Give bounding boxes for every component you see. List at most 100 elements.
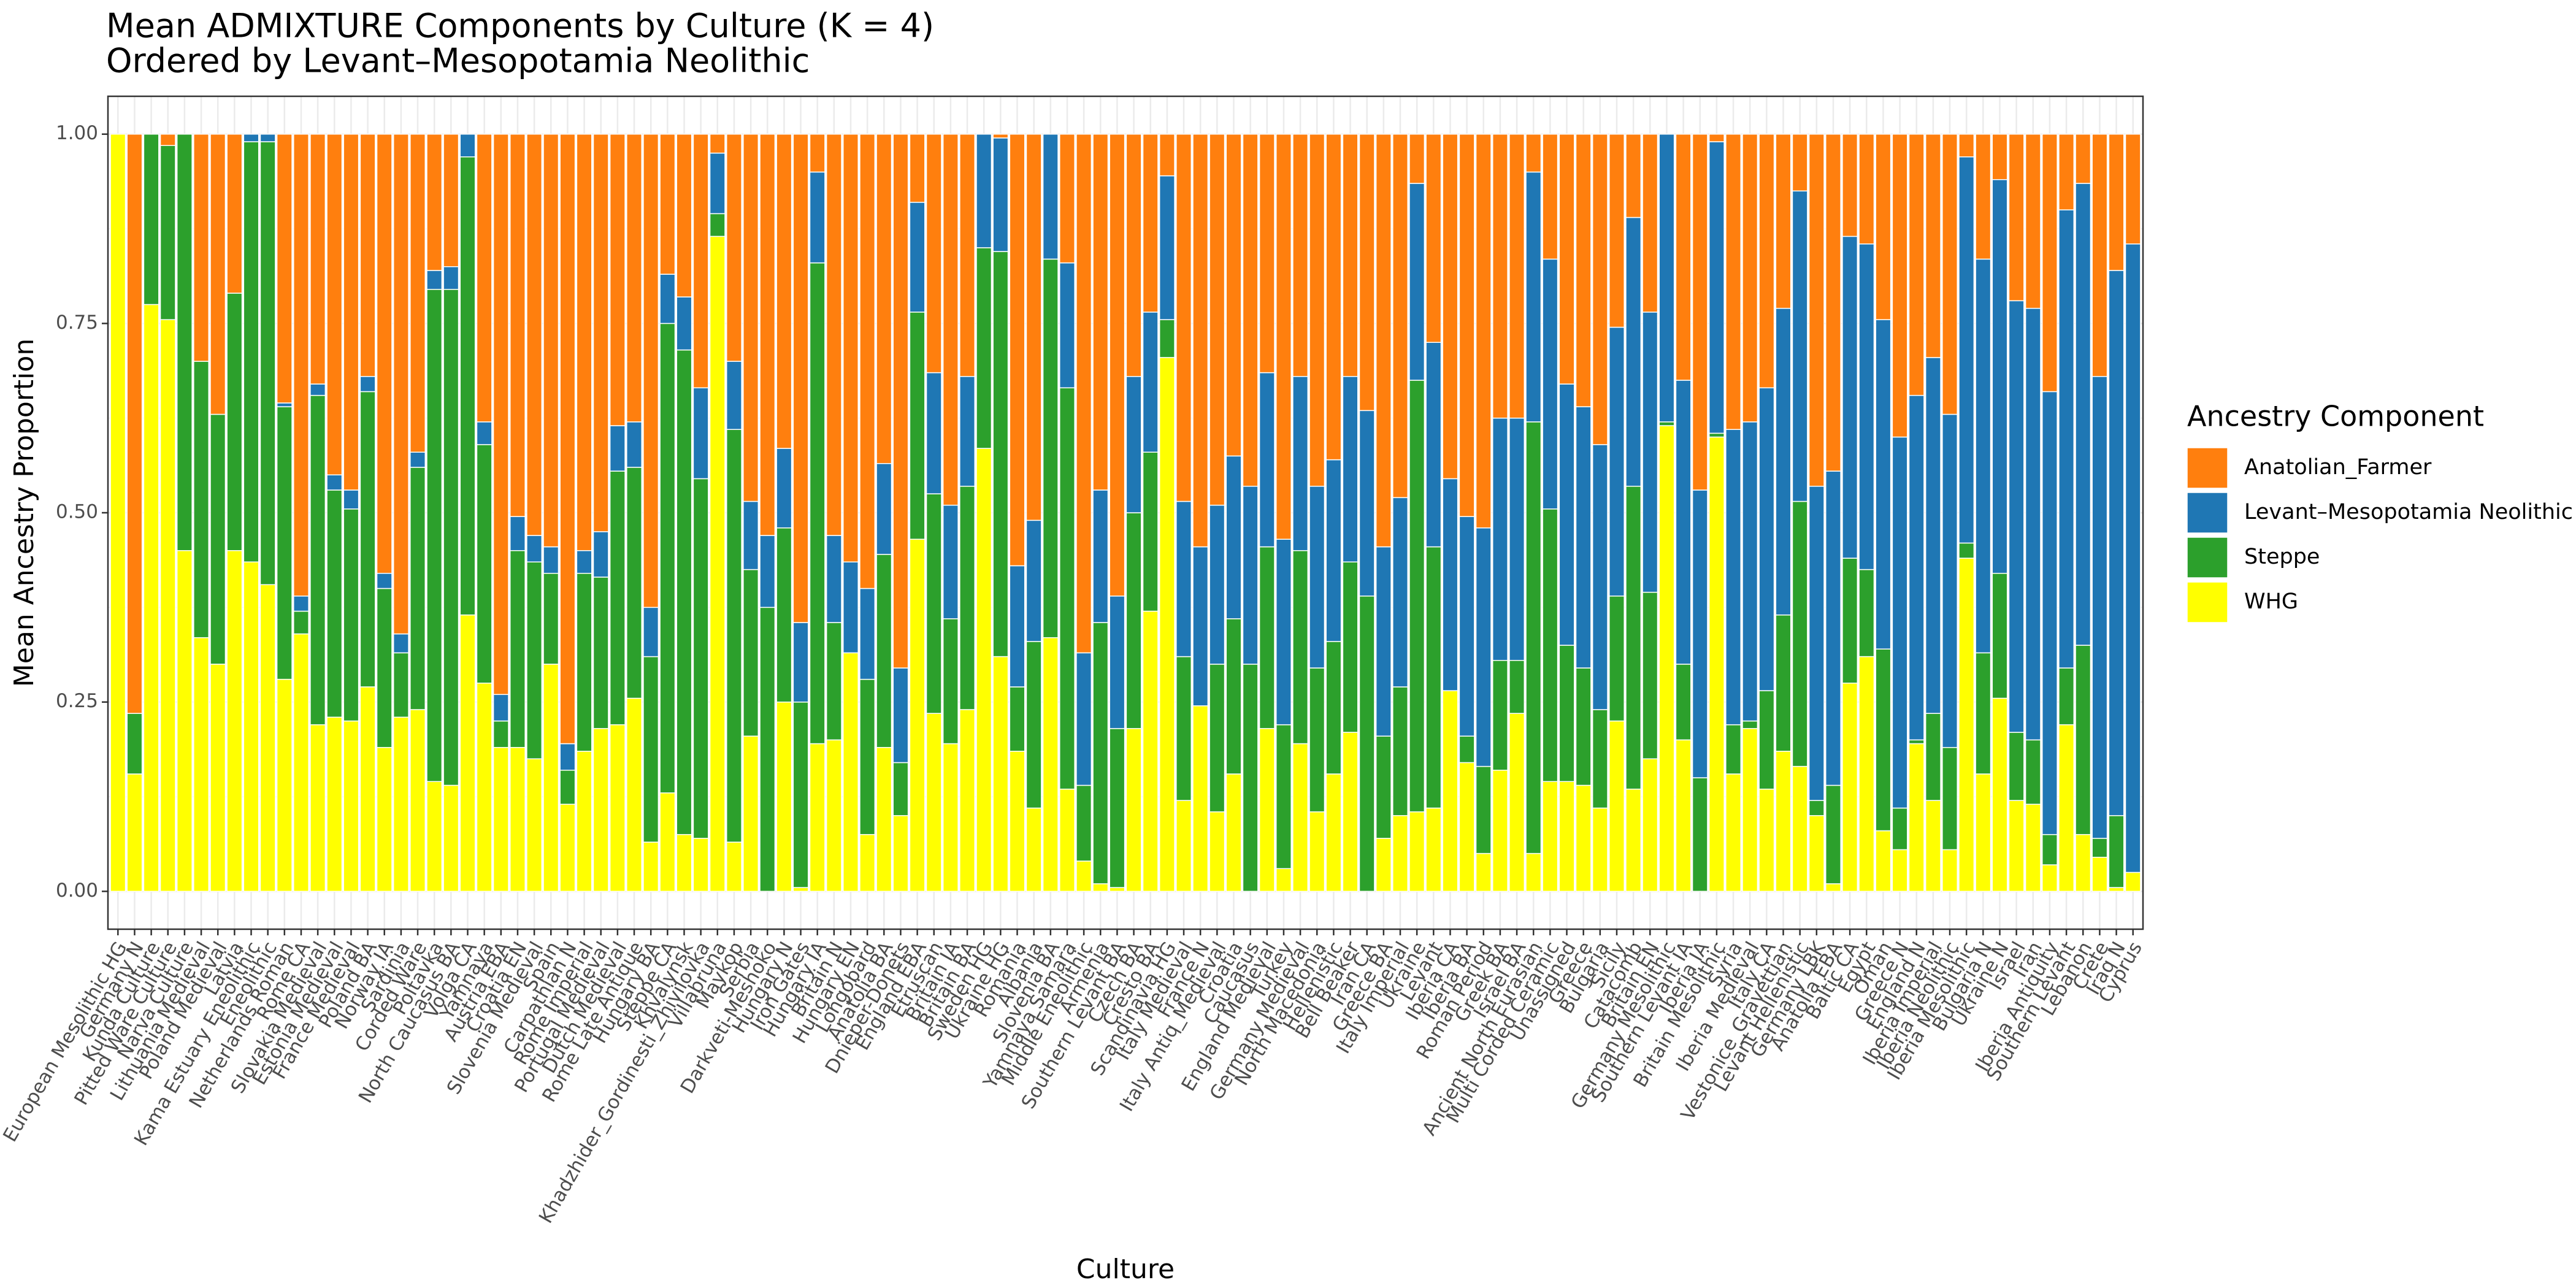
- bar-segment: [1325, 641, 1342, 775]
- bar-segment: [909, 133, 926, 203]
- bar-segment: [1558, 133, 1575, 385]
- bar-segment: [743, 735, 759, 892]
- bar-segment: [326, 489, 343, 718]
- bar-segment: [626, 421, 642, 468]
- bar-segment: [1092, 489, 1109, 623]
- bar-segment: [726, 429, 742, 843]
- bar-segment: [1908, 133, 1925, 396]
- bar-segment: [1459, 735, 1475, 764]
- bar-segment: [1675, 664, 1692, 741]
- bar-segment: [643, 841, 659, 892]
- plot-border: [107, 95, 2144, 930]
- bar-segment: [293, 610, 309, 635]
- chart-subtitle: Ordered by Levant–Mesopotamia Neolithic: [106, 42, 810, 80]
- bar-segment: [659, 323, 676, 794]
- bar-segment: [1209, 133, 1225, 506]
- bar-segment: [1642, 591, 1658, 759]
- bar-segment: [493, 746, 509, 892]
- bar-segment: [359, 686, 376, 892]
- bar-segment: [659, 133, 676, 275]
- bar-segment: [2041, 391, 2058, 835]
- bar-segment: [1125, 728, 1142, 892]
- bar-segment: [1176, 133, 1192, 502]
- bar-segment: [709, 152, 726, 215]
- bar-segment: [1658, 133, 1675, 423]
- y-axis-title: Mean Ancestry Proportion: [9, 339, 40, 687]
- bar-segment: [1442, 133, 1459, 480]
- bar-segment: [1892, 849, 1908, 892]
- bar-segment: [1159, 175, 1175, 320]
- bar-segment: [1792, 190, 1808, 502]
- bar-segment: [776, 701, 792, 892]
- bar-segment: [1309, 133, 1325, 487]
- bar-segment: [2091, 856, 2108, 892]
- bar-segment: [1958, 542, 1975, 559]
- bar-segment: [1542, 781, 1558, 892]
- bar-segment: [326, 474, 343, 491]
- bar-segment: [1725, 773, 1742, 892]
- bar-segment: [376, 133, 393, 574]
- bar-segment: [126, 133, 143, 714]
- bar-segment: [1775, 307, 1792, 616]
- bar-segment: [1509, 713, 1525, 892]
- bar-segment: [1359, 133, 1375, 412]
- bar-segment: [459, 614, 476, 892]
- bar-segment: [826, 739, 842, 892]
- bar-segment: [293, 133, 309, 597]
- bar-segment: [992, 133, 1009, 139]
- bar-segment: [1325, 773, 1342, 892]
- bar-segment: [1892, 807, 1908, 851]
- bar-segment: [1125, 376, 1142, 513]
- bar-segment: [293, 633, 309, 892]
- bar-segment: [726, 133, 742, 362]
- bar-segment: [1609, 133, 1625, 328]
- bar-segment: [709, 133, 726, 154]
- y-tick-label: 1.00: [56, 122, 98, 144]
- bar-segment: [1425, 133, 1442, 343]
- bar-segment: [1842, 558, 1858, 684]
- bar-segment: [393, 652, 409, 718]
- bar-segment: [609, 724, 626, 892]
- bar-segment: [1792, 765, 1808, 892]
- bar-segment: [1858, 569, 1875, 657]
- bar-segment: [1392, 686, 1408, 816]
- bar-segment: [843, 652, 859, 892]
- bar-segment: [1309, 811, 1325, 892]
- bar-segment: [1009, 133, 1025, 567]
- bar-segment: [243, 141, 259, 562]
- bar-segment: [2025, 803, 2041, 892]
- bar-segment: [543, 133, 559, 548]
- bar-segment: [1825, 470, 1841, 786]
- bar-segment: [859, 588, 876, 680]
- bar-segment: [1059, 262, 1075, 389]
- bar-segment: [826, 133, 842, 536]
- bar-segment: [2025, 739, 2041, 805]
- bar-segment: [926, 493, 942, 714]
- bar-segment: [543, 546, 559, 574]
- bar-segment: [143, 133, 159, 305]
- bar-segment: [143, 304, 159, 892]
- bar-segment: [1975, 133, 1991, 260]
- bar-segment: [659, 274, 676, 324]
- bar-segment: [376, 573, 393, 589]
- bar-segment: [1342, 732, 1359, 892]
- bar-segment: [1409, 811, 1425, 892]
- bar-segment: [1092, 133, 1109, 491]
- bar-segment: [809, 743, 826, 892]
- bar-segment: [410, 133, 426, 453]
- bar-segment: [2008, 300, 2025, 733]
- bar-segment: [2075, 133, 2091, 184]
- bar-segment: [1209, 664, 1225, 813]
- bar-segment: [1725, 724, 1742, 775]
- bar-segment: [1991, 179, 2008, 574]
- bar-segment: [759, 133, 776, 536]
- bar-segment: [2108, 133, 2125, 271]
- bar-segment: [909, 202, 926, 313]
- bar-segment: [1042, 133, 1059, 260]
- bar-segment: [1059, 133, 1075, 264]
- bar-segment: [2108, 887, 2125, 892]
- bar-segment: [826, 622, 842, 741]
- bar-segment: [609, 470, 626, 726]
- bar-segment: [1442, 690, 1459, 892]
- bar-segment: [2041, 133, 2058, 393]
